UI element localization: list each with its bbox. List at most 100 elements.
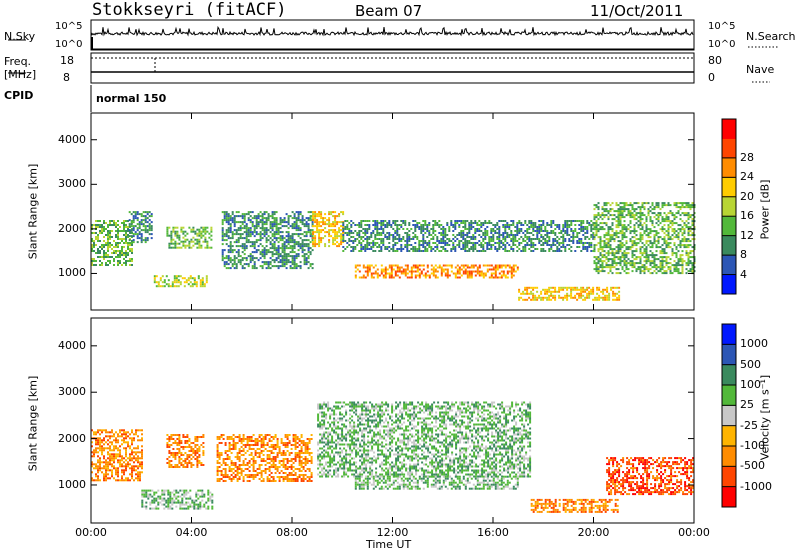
velocity-echo-cell	[103, 443, 105, 446]
power-echo-cell	[168, 226, 171, 229]
power-echo-cell	[468, 222, 471, 224]
power-echo-cell	[554, 250, 557, 252]
power-echo-cell	[566, 226, 569, 228]
velocity-echo-cell	[103, 473, 105, 476]
power-echo-cell	[285, 253, 288, 256]
power-echo-cell	[263, 261, 266, 264]
power-echo-cell	[121, 246, 123, 248]
power-echo-cell	[199, 285, 202, 288]
power-echo-cell	[426, 226, 429, 228]
power-echo-cell	[107, 244, 109, 246]
power-echo-cell	[115, 236, 117, 238]
power-echo-cell	[125, 242, 127, 244]
power-echo-cell	[404, 274, 407, 277]
power-echo-cell	[494, 232, 497, 234]
power-echo-cell	[617, 208, 620, 211]
power-echo-cell	[404, 264, 407, 267]
power-echo-cell	[132, 217, 135, 220]
power-echo-cell	[580, 240, 583, 242]
power-echo-cell	[247, 233, 250, 236]
power-echo-cell	[434, 268, 437, 271]
velocity-echo-cell	[119, 453, 121, 456]
power-echo-cell	[285, 235, 288, 238]
velocity-echo-cell	[137, 455, 139, 458]
power-colorbar-swatch	[722, 274, 736, 295]
power-echo-cell	[318, 239, 321, 242]
power-echo-cell	[663, 202, 666, 205]
power-echo-cell	[629, 262, 632, 265]
power-echo-cell	[374, 224, 377, 226]
power-echo-cell	[623, 262, 626, 265]
power-echo-cell	[382, 230, 385, 232]
power-echo-cell	[468, 274, 471, 277]
power-echo-cell	[592, 290, 595, 293]
velocity-echo-cell	[176, 444, 179, 446]
power-echo-cell	[604, 288, 607, 291]
power-echo-cell	[392, 264, 395, 267]
power-echo-cell	[586, 220, 589, 222]
power-echo-cell	[603, 210, 606, 213]
power-echo-cell	[468, 266, 471, 269]
power-echo-cell	[570, 224, 573, 226]
power-echo-cell	[665, 264, 668, 267]
velocity-echo-cell	[101, 471, 103, 474]
power-echo-cell	[396, 264, 399, 267]
velocity-echo-cell	[187, 497, 190, 500]
velocity-echo-cell	[199, 489, 202, 492]
power-echo-cell	[667, 216, 670, 219]
power-echo-cell	[653, 242, 656, 245]
power-echo-cell	[330, 235, 333, 238]
power-echo-cell	[291, 267, 294, 270]
power-echo-cell	[342, 213, 345, 216]
power-echo-cell	[293, 227, 296, 230]
power-echo-cell	[667, 238, 670, 241]
power-echo-cell	[91, 244, 93, 246]
power-echo-cell	[382, 220, 385, 222]
velocity-echo-cell	[176, 454, 179, 456]
power-echo-cell	[600, 296, 603, 299]
power-echo-cell	[255, 227, 258, 230]
power-echo-cell	[464, 248, 467, 250]
power-echo-cell	[681, 268, 684, 271]
power-echo-cell	[303, 235, 306, 238]
power-echo-cell	[502, 274, 505, 277]
power-echo-cell	[486, 246, 489, 248]
power-echo-cell	[582, 298, 585, 301]
power-echo-cell	[408, 236, 411, 238]
power-echo-cell	[468, 228, 471, 230]
power-echo-cell	[530, 292, 533, 295]
power-echo-cell	[91, 258, 93, 260]
power-echo-cell	[687, 264, 690, 267]
velocity-echo-cell	[113, 433, 115, 436]
power-echo-cell	[488, 240, 491, 242]
power-echo-cell	[129, 264, 131, 266]
velocity-echo-cell	[178, 438, 181, 440]
power-echo-cell	[599, 226, 602, 229]
power-echo-cell	[338, 235, 341, 238]
power-echo-cell	[188, 240, 191, 243]
power-echo-cell	[586, 294, 589, 297]
power-echo-cell	[550, 226, 553, 228]
power-echo-cell	[245, 239, 248, 242]
power-echo-cell	[103, 258, 105, 260]
power-echo-cell	[490, 272, 493, 275]
power-echo-cell	[480, 244, 483, 246]
power-echo-cell	[173, 279, 176, 282]
power-echo-cell	[578, 224, 581, 226]
power-echo-cell	[374, 228, 377, 230]
power-echo-cell	[500, 274, 503, 277]
power-echo-cell	[189, 281, 192, 284]
velocity-echo-cell	[129, 437, 131, 440]
power-echo-cell	[380, 272, 383, 275]
power-echo-cell	[340, 241, 343, 244]
power-echo-cell	[239, 225, 242, 228]
power-echo-cell	[241, 257, 244, 260]
power-echo-cell	[408, 240, 411, 242]
power-echo-cell	[253, 231, 256, 234]
power-echo-cell	[422, 230, 425, 232]
velocity-echo-cell	[137, 465, 139, 468]
power-echo-cell	[249, 231, 252, 234]
power-echo-cell	[661, 260, 664, 263]
power-echo-cell	[611, 248, 614, 251]
power-echo-cell	[484, 228, 487, 230]
